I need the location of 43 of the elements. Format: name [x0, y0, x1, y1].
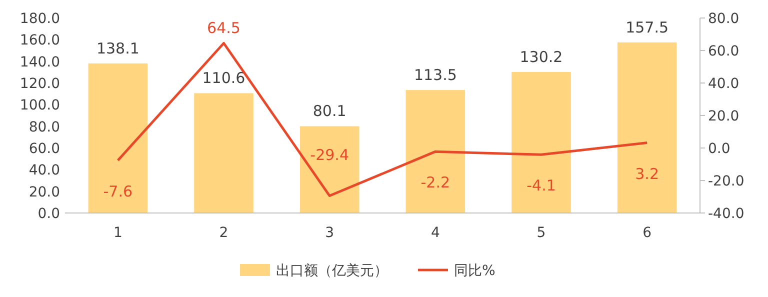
data-label: 130.2	[520, 48, 563, 66]
data-label: 64.5	[207, 19, 240, 38]
y-tick-label: 160.0	[20, 32, 60, 49]
data-label: 113.5	[414, 66, 457, 84]
bar	[617, 42, 677, 213]
y2-tick-label: 0.0	[708, 141, 730, 157]
data-label: 110.6	[202, 69, 246, 88]
y-tick-label: 120.0	[20, 76, 60, 92]
data-label: -4.1	[526, 176, 556, 195]
x-tick-label: 4	[430, 225, 440, 241]
bar	[194, 93, 254, 213]
y-tick-label: 60.0	[28, 141, 60, 157]
data-label: 80.1	[312, 102, 346, 120]
y-tick-label: 80.0	[28, 119, 60, 136]
data-label: 138.1	[96, 39, 140, 58]
data-label: -2.2	[420, 174, 450, 192]
y-tick-label: 20.0	[28, 184, 60, 200]
x-tick-label: 3	[325, 225, 334, 241]
data-label: 157.5	[626, 18, 669, 36]
legend-label: 出口额（亿美元）	[276, 263, 388, 279]
y-tick-label: 0.0	[38, 206, 60, 222]
bar	[512, 72, 571, 213]
x-tick-label: 2	[219, 225, 228, 241]
bar	[88, 63, 148, 213]
data-label: -7.6	[103, 182, 133, 200]
y2-tick-label: 80.0	[708, 11, 740, 27]
data-label: 3.2	[635, 164, 660, 183]
y-tick-label: 180.0	[20, 11, 60, 27]
y-tick-label: 100.0	[20, 98, 60, 114]
y-tick-label: 40.0	[28, 162, 60, 179]
y2-tick-label: -20.0	[708, 174, 744, 190]
y2-tick-label: -40.0	[708, 206, 744, 222]
x-tick-label: 1	[113, 225, 122, 241]
bar	[300, 126, 360, 213]
x-tick-label: 5	[536, 225, 546, 241]
bar	[406, 90, 466, 213]
y2-tick-label: 60.0	[708, 44, 740, 60]
y2-tick-label: 40.0	[708, 76, 740, 92]
y2-tick-label: 20.0	[708, 108, 740, 124]
y-tick-label: 140.0	[20, 54, 60, 70]
x-tick-label: 6	[642, 225, 652, 241]
data-label: -29.4	[310, 146, 349, 164]
legend-label: 同比%	[454, 263, 496, 279]
